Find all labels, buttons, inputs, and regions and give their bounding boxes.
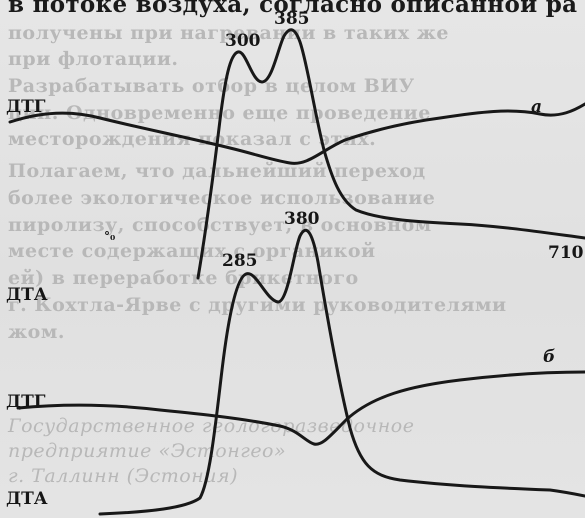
page-heading-text: в потоке воздуха, согласно описанной ра bbox=[8, 0, 578, 18]
bg-text-line: г. Таллинн (Эстония) bbox=[8, 465, 238, 487]
bg-text-line: получены при нагревании в таких же bbox=[8, 22, 449, 44]
bg-text-line: при флотации. bbox=[8, 48, 179, 70]
panel-b: 285 380 б ДТГ ДТА bbox=[6, 209, 585, 516]
bg-text-line: Полагаем, что дальнейший переход bbox=[8, 160, 426, 182]
bg-text-line: г. Кохтла-Ярве с другими руководителями bbox=[8, 294, 507, 316]
bg-text-line: пиролизу, способствует, в основном bbox=[8, 214, 432, 236]
bg-text-line: более экологическое использование bbox=[8, 187, 436, 209]
marker-symbol-a: °₀ bbox=[104, 229, 115, 243]
panel-a: ДТГ 300 385 а °₀ 710 ДТА bbox=[6, 9, 585, 305]
peak-label-a-2: 385 bbox=[274, 9, 310, 29]
bg-text-line: ции. Одновременно еще проведение bbox=[8, 102, 431, 124]
dtg-curve-a bbox=[8, 102, 585, 165]
dta-curve-b bbox=[98, 229, 585, 516]
dtg-label-b: ДТГ bbox=[6, 392, 46, 412]
end-temp-label-a: 710 bbox=[548, 243, 584, 263]
bg-text-line: ей) в переработке брикетного bbox=[8, 267, 359, 289]
bg-text-line: месте содержащих с органикой bbox=[8, 240, 376, 262]
peak-label-b-2: 380 bbox=[284, 209, 320, 229]
bg-text-line: жом. bbox=[8, 321, 65, 343]
dta-label-b: ДТА bbox=[6, 489, 48, 509]
bg-text-line: Государственное геологоразведочное bbox=[8, 415, 415, 437]
panel-letter-a: а bbox=[531, 97, 542, 117]
dtg-curve-b bbox=[16, 370, 585, 446]
panel-letter-b: б bbox=[543, 347, 555, 367]
dtg-label-a: ДТГ bbox=[6, 97, 46, 117]
dta-curve-a bbox=[196, 28, 585, 280]
peak-label-a-1: 300 bbox=[225, 31, 261, 51]
peak-label-b-1: 285 bbox=[222, 251, 258, 271]
dta-label-a: ДТА bbox=[6, 285, 48, 305]
bg-text-line: предприятие «Эстонгео» bbox=[8, 440, 287, 462]
